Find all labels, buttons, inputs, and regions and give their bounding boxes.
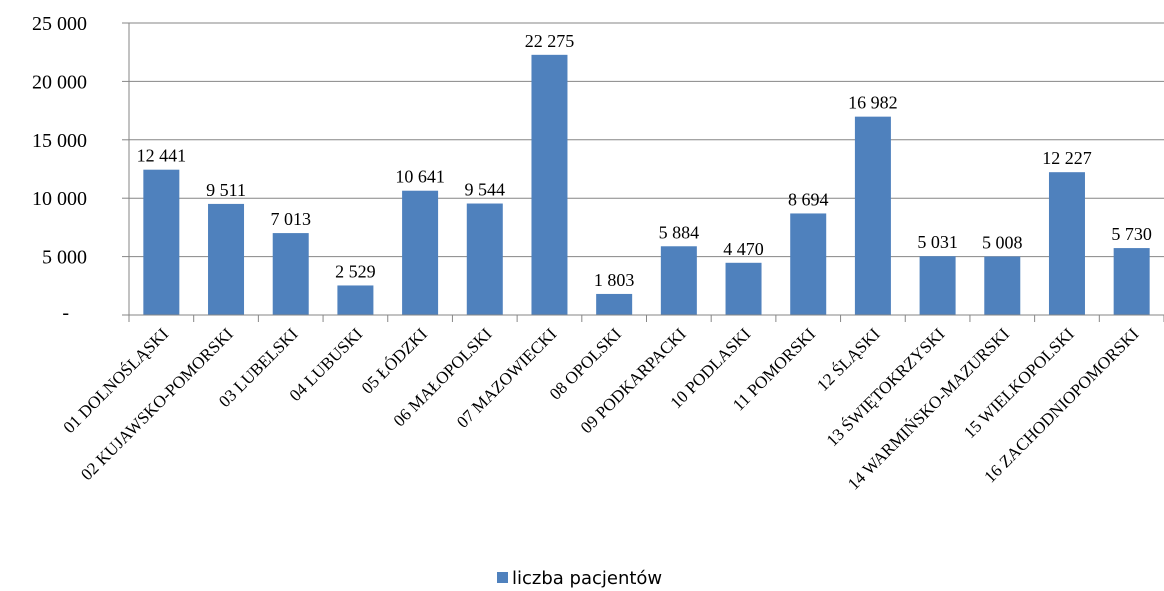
bar	[596, 293, 633, 315]
data-label: 12 441	[137, 146, 187, 166]
bars	[143, 54, 1150, 315]
data-label: 8 694	[788, 189, 829, 209]
data-label: 7 013	[270, 209, 311, 229]
data-label: 5 008	[982, 233, 1023, 253]
y-tick-label: 15 000	[32, 130, 87, 152]
bar	[919, 256, 956, 315]
data-label: 9 544	[465, 180, 506, 200]
legend-swatch	[497, 572, 508, 583]
y-tick-label: 5 000	[42, 247, 87, 269]
data-label: 16 982	[848, 93, 898, 113]
bar	[466, 203, 503, 315]
data-label: 22 275	[525, 31, 575, 51]
y-axis: - 5 000 10 000 15 000 20 000 25 000	[32, 13, 130, 324]
x-category-label: 01 DOLNOŚLĄSKI	[60, 324, 173, 437]
data-label: 1 803	[594, 270, 635, 290]
x-category-label: 13 ŚWIĘTOKRZYSKI	[823, 324, 949, 450]
data-label: 5 884	[659, 222, 700, 242]
data-label: 2 529	[335, 261, 376, 281]
bar	[725, 262, 762, 315]
bar	[531, 54, 568, 315]
bar	[1113, 248, 1150, 315]
bar	[1048, 172, 1085, 315]
y-tick-label: 25 000	[32, 13, 87, 35]
bar	[208, 203, 245, 315]
data-label: 10 641	[395, 167, 445, 187]
bar	[854, 116, 891, 315]
bar	[402, 190, 439, 315]
data-label: 5 031	[917, 232, 958, 252]
y-tick-label: 10 000	[32, 188, 87, 210]
data-label: 12 227	[1042, 148, 1092, 168]
data-label: 9 511	[206, 180, 246, 200]
x-category-label: 12 ŚLĄSKI	[813, 324, 884, 395]
y-tick-label: -	[62, 302, 69, 324]
bar	[337, 285, 374, 315]
legend: liczba pacjentów	[497, 568, 662, 589]
data-labels: 12 441 9 511 7 013 2 529 10 641 9 544 22 275 1 …	[137, 31, 1152, 290]
x-category-label: 15 WIELKOPOLSKI	[960, 324, 1078, 442]
bar	[272, 233, 309, 315]
bar	[790, 213, 827, 315]
data-label: 4 470	[723, 239, 764, 259]
y-tick-label: 20 000	[32, 71, 87, 93]
bar	[143, 169, 180, 315]
bar	[660, 246, 697, 315]
bar	[984, 256, 1021, 315]
data-label: 5 730	[1111, 224, 1152, 244]
legend-label: liczba pacjentów	[512, 568, 662, 589]
